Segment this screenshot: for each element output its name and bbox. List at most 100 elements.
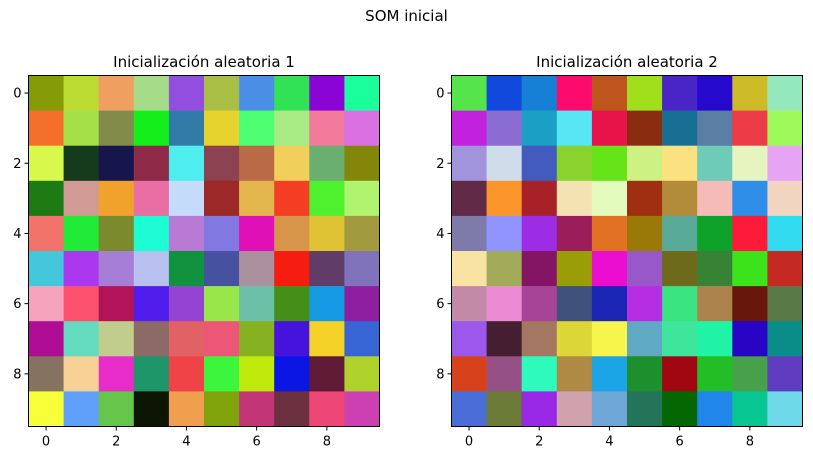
axes-frame (451, 75, 803, 427)
heatmap-cell (486, 145, 523, 182)
heatmap-cell (486, 356, 523, 392)
x-tick-label: 0 (42, 435, 50, 450)
heatmap-cell (591, 356, 628, 392)
heatmap-cell (239, 110, 275, 147)
heatmap-cell (28, 251, 64, 287)
heatmap-cell (344, 145, 380, 182)
heatmap-cell (627, 215, 663, 252)
heatmap-cell (344, 251, 380, 287)
heatmap-cell (451, 180, 487, 217)
heatmap-cell (274, 286, 310, 322)
heatmap-cell (309, 321, 345, 357)
heatmap-cell (28, 391, 64, 427)
heatmap-cell (521, 321, 558, 357)
heatmap-cell (451, 110, 487, 147)
heatmap-cell (767, 110, 803, 147)
heatmap-cell (627, 145, 663, 182)
heatmap-cell (309, 251, 345, 287)
heatmap-cell (204, 145, 240, 182)
axes-frame (28, 75, 380, 427)
heatmap-cell (451, 391, 487, 427)
heatmap-cell (697, 356, 733, 392)
heatmap-cell (556, 251, 593, 287)
heatmap-cell (133, 391, 170, 427)
heatmap-cell (732, 110, 768, 147)
heatmap-cell (309, 145, 345, 182)
heatmap-cell (133, 286, 170, 322)
heatmap-cell (344, 215, 380, 252)
heatmap-cell (133, 215, 170, 252)
heatmap-cell (486, 110, 523, 147)
heatmap-cell (767, 145, 803, 182)
heatmap-cell (309, 356, 345, 392)
heatmap-panel-1: Inicialización aleatoria 1 0 2 4 6 8 0 2 4 6 8 (13, 53, 380, 450)
heatmap-cell (168, 215, 205, 252)
heatmap-cell (98, 145, 135, 182)
x-tick-label: 6 (676, 435, 684, 450)
heatmap-cell (521, 356, 558, 392)
heatmap-cell (274, 145, 310, 182)
heatmap-cell (591, 286, 628, 322)
heatmap-cell (556, 321, 593, 357)
x-tick-label: 2 (112, 435, 120, 450)
y-tick-label: 8 (13, 367, 21, 382)
heatmap-cell (98, 356, 135, 392)
heatmap-cell (168, 286, 205, 322)
heatmap-cell (63, 145, 100, 182)
heatmap-cell (767, 251, 803, 287)
heatmap-cell (627, 75, 663, 111)
heatmap-cell (98, 321, 135, 357)
heatmap-cell (309, 110, 345, 147)
heatmap-cell (63, 356, 100, 392)
heatmap-cell (239, 286, 275, 322)
heatmap-cell (63, 215, 100, 252)
y-tick-label: 0 (13, 87, 21, 102)
heatmap-cell (697, 180, 733, 217)
heatmap-cell (591, 391, 628, 427)
y-tick-label: 4 (436, 227, 444, 242)
heatmap-cell (28, 180, 64, 217)
heatmap-cell (28, 145, 64, 182)
y-tick-label: 6 (13, 297, 21, 312)
heatmap-cell (239, 391, 275, 427)
heatmap-cell (204, 391, 240, 427)
heatmap-cell (591, 75, 628, 111)
figure-title: SOM inicial (365, 7, 448, 25)
panel-1-title: Inicialización aleatoria 1 (113, 53, 295, 71)
heatmap-cell (344, 180, 380, 217)
heatmap-cell (63, 251, 100, 287)
y-tick-label: 0 (436, 87, 444, 102)
heatmap-cell (239, 145, 275, 182)
heatmap-cell (204, 286, 240, 322)
heatmap-cell (451, 75, 487, 111)
heatmap-cell (732, 391, 768, 427)
heatmap-cell (28, 321, 64, 357)
heatmap-cell (627, 251, 663, 287)
heatmap-cell (662, 286, 698, 322)
heatmap-cell (627, 180, 663, 217)
heatmap-cell (239, 180, 275, 217)
heatmap-cell (732, 75, 768, 111)
heatmap-cell (521, 110, 558, 147)
heatmap-cell (239, 356, 275, 392)
heatmap-cell (98, 75, 135, 111)
heatmap-cell (697, 391, 733, 427)
heatmap-cell (662, 75, 698, 111)
heatmap-cell (133, 110, 170, 147)
heatmap-cell (63, 180, 100, 217)
heatmap-cell (28, 356, 64, 392)
heatmap-cell (309, 286, 345, 322)
heatmap-cell (662, 321, 698, 357)
heatmap-cell (556, 110, 593, 147)
heatmap-cell (732, 215, 768, 252)
heatmap-cell (732, 286, 768, 322)
heatmap-cell (239, 215, 275, 252)
heatmap-cell (63, 391, 100, 427)
y-tick-label: 8 (436, 367, 444, 382)
heatmap-cell (486, 215, 523, 252)
heatmap-cell (451, 321, 487, 357)
y-tick-label: 6 (436, 297, 444, 312)
y-tick-label: 2 (436, 157, 444, 172)
y-tick-label: 4 (13, 227, 21, 242)
